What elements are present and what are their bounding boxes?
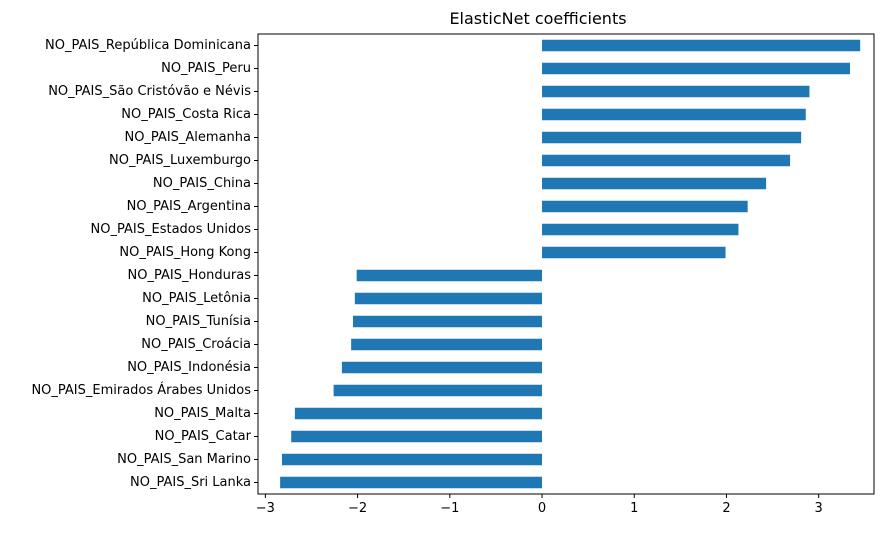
bar <box>542 246 726 259</box>
y-tick-label: NO_PAIS_Argentina <box>127 199 251 214</box>
y-tick-label: NO_PAIS_Estados Unidos <box>91 222 252 237</box>
x-tick-label: 2 <box>722 501 730 516</box>
bar <box>542 39 861 52</box>
bar <box>542 223 739 236</box>
bar <box>542 200 748 213</box>
y-tick-label: NO_PAIS_Emirados Árabes Unidos <box>31 382 251 398</box>
bar <box>351 338 543 351</box>
y-tick-label: NO_PAIS_Peru <box>161 61 251 76</box>
bar <box>542 108 806 121</box>
x-tick-label: −1 <box>440 501 459 516</box>
y-tick-label: NO_PAIS_Honduras <box>128 268 252 283</box>
x-tick-label: −3 <box>256 501 275 516</box>
y-tick-label: NO_PAIS_Costa Rica <box>121 107 251 122</box>
bars-layer <box>280 39 861 489</box>
bar <box>542 85 810 98</box>
y-tick-label: NO_PAIS_Sri Lanka <box>130 475 251 490</box>
y-tick-label: NO_PAIS_República Dominicana <box>45 38 251 53</box>
y-tick-label: NO_PAIS_Croácia <box>141 337 251 352</box>
bar <box>291 430 543 443</box>
y-tick-label: NO_PAIS_Indonésia <box>127 360 251 375</box>
bar <box>341 361 543 374</box>
bar <box>352 315 543 328</box>
chart-title: ElasticNet coefficients <box>449 9 626 28</box>
x-tick-label: 1 <box>630 501 638 516</box>
y-tick-label: NO_PAIS_San Marino <box>117 452 251 467</box>
bar <box>356 269 543 282</box>
x-tick-label: −2 <box>348 501 367 516</box>
bar <box>542 177 767 190</box>
y-tick-label: NO_PAIS_São Cristóvão e Névis <box>48 84 251 99</box>
y-tick-label: NO_PAIS_Alemanha <box>124 130 251 145</box>
y-tick-label: NO_PAIS_Catar <box>155 429 252 444</box>
y-tick-label: NO_PAIS_Tunísia <box>146 314 251 329</box>
x-tick-label: 3 <box>815 501 823 516</box>
bar <box>333 384 543 397</box>
x-axis-ticks: −3 −2 −1 0 1 2 3 <box>256 494 823 516</box>
y-tick-label: NO_PAIS_China <box>153 176 251 191</box>
plot-frame <box>257 33 875 495</box>
bar <box>294 407 543 420</box>
y-tick-label: NO_PAIS_Hong Kong <box>119 245 251 260</box>
y-tick-label: NO_PAIS_Luxemburgo <box>109 153 251 168</box>
bar <box>354 292 543 305</box>
y-tick-label: NO_PAIS_Letônia <box>142 291 251 306</box>
bar <box>542 154 791 167</box>
bar <box>281 453 543 466</box>
y-tick-label: NO_PAIS_Malta <box>154 406 251 421</box>
bar <box>280 476 543 489</box>
x-tick-label: 0 <box>538 501 546 516</box>
y-axis-ticks: NO_PAIS_República Dominicana NO_PAIS_Peru… <box>31 38 258 490</box>
bar <box>542 62 851 75</box>
bar <box>542 131 802 144</box>
